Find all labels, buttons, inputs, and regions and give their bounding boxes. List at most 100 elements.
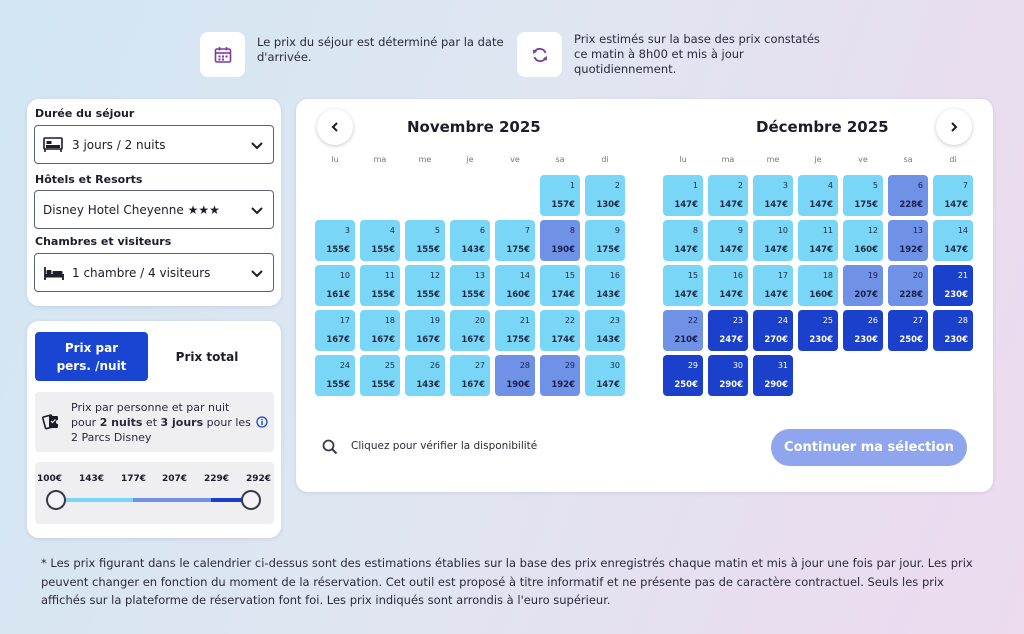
calendar-day[interactable]: 15 174€	[540, 265, 580, 306]
calendar-day[interactable]: 22 174€	[540, 310, 580, 351]
day-number: 6	[917, 181, 923, 190]
calendar-day[interactable]: 16 143€	[585, 265, 625, 306]
tab-price-per-person[interactable]: Prix par pers. /nuit	[35, 332, 148, 381]
price-info-line3: 2 Parcs Disney	[71, 431, 152, 444]
calendar-day[interactable]: 11 147€	[798, 220, 838, 261]
tab-total-price[interactable]: Prix total	[148, 332, 266, 381]
calendar-day[interactable]: 27 250€	[888, 310, 928, 351]
slider-handle-min[interactable]	[46, 490, 66, 510]
calendar-day[interactable]: 9 147€	[708, 220, 748, 261]
calendar-day[interactable]: 3 155€	[315, 220, 355, 261]
duration-select[interactable]: 3 jours / 2 nuits	[34, 125, 274, 164]
calendar-day[interactable]: 26 143€	[405, 355, 445, 396]
calendar-day[interactable]: 2 130€	[585, 175, 625, 216]
calendar-day[interactable]: 28 190€	[495, 355, 535, 396]
weekday-label: je	[814, 155, 822, 164]
day-number: 13	[474, 271, 485, 280]
duration-value: 3 jours / 2 nuits	[72, 137, 166, 152]
day-price: 175€	[854, 200, 878, 210]
calendar-day[interactable]: 2 147€	[708, 175, 748, 216]
calendar-day[interactable]: 12 155€	[405, 265, 445, 306]
calendar-day[interactable]: 6 143€	[450, 220, 490, 261]
calendar-day[interactable]: 23 247€	[708, 310, 748, 351]
calendar-day[interactable]: 18 167€	[360, 310, 400, 351]
day-price: 155€	[461, 290, 485, 300]
calendar-day[interactable]: 1 147€	[663, 175, 703, 216]
calendar-day[interactable]: 19 207€	[843, 265, 883, 306]
calendar-day[interactable]: 10 147€	[753, 220, 793, 261]
calendar-day[interactable]: 22 210€	[663, 310, 703, 351]
calendar-day[interactable]: 8 147€	[663, 220, 703, 261]
calendar-day[interactable]: 23 143€	[585, 310, 625, 351]
calendar-day[interactable]: 5 175€	[843, 175, 883, 216]
calendar-day[interactable]: 14 160€	[495, 265, 535, 306]
calendar-day[interactable]: 18 160€	[798, 265, 838, 306]
day-number: 5	[872, 181, 878, 190]
info-icon[interactable]	[256, 416, 269, 428]
calendar-day[interactable]: 28 230€	[933, 310, 973, 351]
calendar-day[interactable]: 27 167€	[450, 355, 490, 396]
calendar-day[interactable]: 24 155€	[315, 355, 355, 396]
calendar-day[interactable]: 11 155€	[360, 265, 400, 306]
calendar-day[interactable]: 6 228€	[888, 175, 928, 216]
rooms-select[interactable]: 1 chambre / 4 visiteurs	[34, 253, 274, 292]
calendar-day[interactable]: 31 290€	[753, 355, 793, 396]
calendar-day[interactable]: 3 147€	[753, 175, 793, 216]
calendar-day[interactable]: 21 175€	[495, 310, 535, 351]
day-number: 7	[962, 181, 968, 190]
chevron-left-icon	[331, 122, 338, 132]
weekday-label: ma	[373, 155, 387, 164]
day-number: 24	[339, 361, 350, 370]
day-number: 16	[732, 271, 743, 280]
calendar-card: Novembre 2025 Décembre 2025 lu ma me je ve sa…	[296, 99, 993, 492]
calendar-day[interactable]: 5 155€	[405, 220, 445, 261]
calendar-day[interactable]: 29 192€	[540, 355, 580, 396]
continue-button[interactable]: Continuer ma sélection	[771, 429, 967, 466]
calendar-day[interactable]: 30 290€	[708, 355, 748, 396]
day-price: 143€	[596, 290, 620, 300]
calendar-day[interactable]: 4 155€	[360, 220, 400, 261]
calendar-day[interactable]: 8 190€	[540, 220, 580, 261]
calendar-day[interactable]: 25 155€	[360, 355, 400, 396]
day-number: 26	[429, 361, 440, 370]
scale-label: 229€	[204, 474, 230, 484]
calendar-day[interactable]: 15 147€	[663, 265, 703, 306]
slider-handle-max[interactable]	[241, 490, 261, 510]
chevron-down-icon	[251, 269, 263, 277]
calendar-day[interactable]: 16 147€	[708, 265, 748, 306]
calendar-day[interactable]: 4 147€	[798, 175, 838, 216]
calendar-day[interactable]: 9 175€	[585, 220, 625, 261]
calendar-day[interactable]: 13 192€	[888, 220, 928, 261]
calendar-day[interactable]: 7 175€	[495, 220, 535, 261]
calendar-day[interactable]: 1 157€	[540, 175, 580, 216]
day-price: 147€	[719, 200, 743, 210]
calendar-day[interactable]: 17 167€	[315, 310, 355, 351]
calendar-day[interactable]: 30 147€	[585, 355, 625, 396]
next-month-button[interactable]	[936, 109, 972, 145]
ticket-icon	[42, 414, 58, 430]
calendar-day[interactable]: 10 161€	[315, 265, 355, 306]
calendar-day[interactable]: 14 147€	[933, 220, 973, 261]
day-number: 5	[434, 226, 440, 235]
calendar-day[interactable]: 20 228€	[888, 265, 928, 306]
calendar-day[interactable]: 13 155€	[450, 265, 490, 306]
calendar-day[interactable]: 24 270€	[753, 310, 793, 351]
calendar-day[interactable]: 29 250€	[663, 355, 703, 396]
calendar-day[interactable]: 25 230€	[798, 310, 838, 351]
day-number: 8	[692, 226, 698, 235]
day-number: 26	[867, 316, 878, 325]
hotel-select[interactable]: Disney Hotel Cheyenne ★★★	[34, 190, 274, 229]
calendar-day[interactable]: 21 230€	[933, 265, 973, 306]
calendar-day[interactable]: 7 147€	[933, 175, 973, 216]
calendar-day[interactable]: 26 230€	[843, 310, 883, 351]
price-range-slider[interactable]: 100€ 143€ 177€ 207€ 229€ 292€	[35, 462, 274, 524]
calendar-day[interactable]: 19 167€	[405, 310, 445, 351]
calendar-day[interactable]: 17 147€	[753, 265, 793, 306]
weekday-label: lu	[679, 155, 687, 164]
calendar-day[interactable]: 12 160€	[843, 220, 883, 261]
day-price: 155€	[326, 380, 350, 390]
calendar-day[interactable]: 20 167€	[450, 310, 490, 351]
prev-month-button[interactable]	[317, 109, 353, 145]
scale-label: 177€	[121, 474, 147, 484]
search-icon	[322, 439, 338, 455]
